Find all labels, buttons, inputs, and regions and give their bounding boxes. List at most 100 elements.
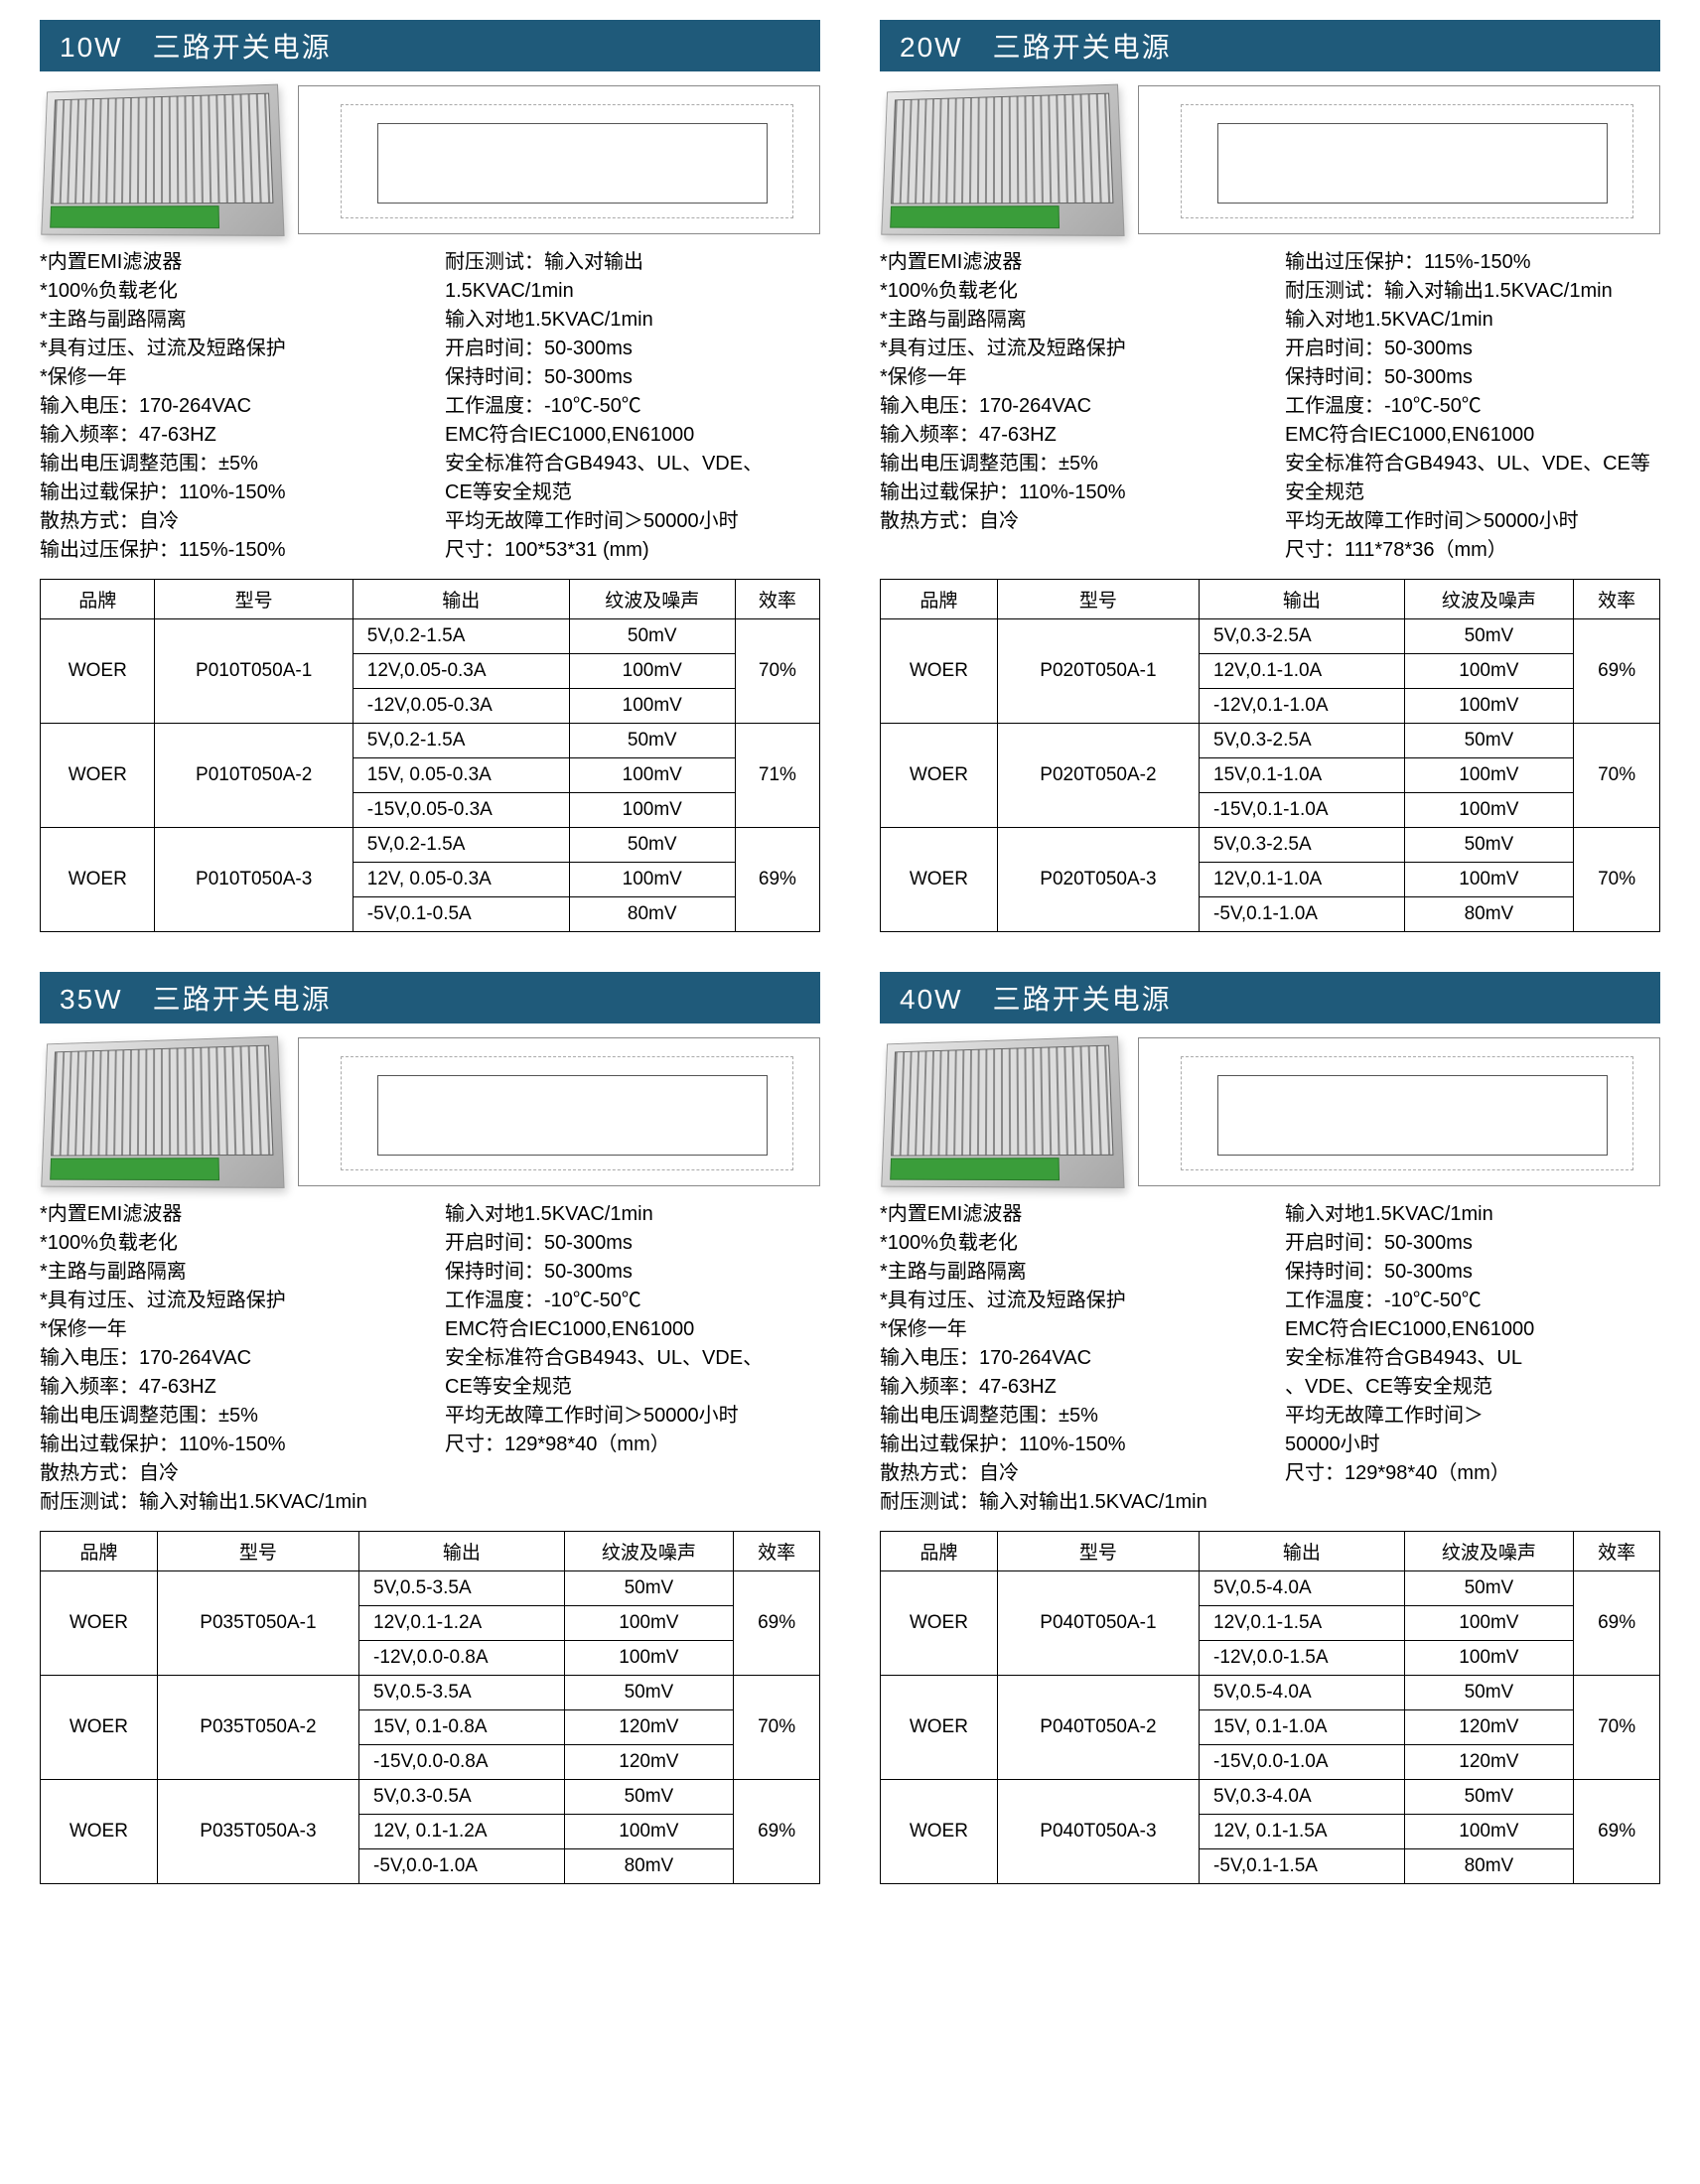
ripple-noise-cell: 100mV (564, 1641, 734, 1676)
output-cell: -15V,0.05-0.3A (353, 793, 569, 828)
spec-line: 保持时间：50-300ms (445, 1258, 820, 1287)
spec-line: 输入电压：170-264VAC (880, 392, 1255, 421)
output-cell: -15V,0.0-0.8A (359, 1745, 565, 1780)
technical-drawing (1138, 1037, 1660, 1186)
product-photo (41, 84, 284, 236)
output-cell: 12V, 0.1-1.5A (1200, 1815, 1405, 1849)
spec-line: 输出电压调整范围：±5% (40, 450, 415, 478)
ripple-noise-cell: 100mV (569, 689, 735, 724)
ripple-noise-cell: 100mV (1404, 793, 1574, 828)
model-cell: P035T050A-2 (157, 1676, 358, 1780)
spec-line: 工作温度：-10℃-50℃ (1285, 392, 1660, 421)
ripple-noise-cell: 100mV (569, 654, 735, 689)
specs-row: *内置EMI滤波器*100%负载老化*主路与副路隔离*具有过压、过流及短路保护*… (40, 1200, 820, 1517)
efficiency-cell: 69% (1574, 1571, 1660, 1676)
model-cell: P035T050A-1 (157, 1571, 358, 1676)
spec-line: *100%负载老化 (880, 1229, 1255, 1258)
spec-line: 50000小时 (1285, 1431, 1660, 1459)
ripple-noise-cell: 100mV (564, 1606, 734, 1641)
spec-line: 耐压测试：输入对输出1.5KVAC/1min (1285, 277, 1660, 306)
output-cell: 12V,0.05-0.3A (353, 654, 569, 689)
efficiency-cell: 69% (1574, 1780, 1660, 1884)
output-cell: 5V,0.5-3.5A (359, 1676, 565, 1710)
efficiency-cell: 70% (734, 1676, 820, 1780)
table-row: WOERP040T050A-15V,0.5-4.0A50mV69% (881, 1571, 1660, 1606)
output-cell: 12V,0.1-1.5A (1200, 1606, 1405, 1641)
spec-line: *100%负载老化 (40, 277, 415, 306)
spec-line: 散热方式：自冷 (880, 1459, 1255, 1488)
model-cell: P040T050A-1 (997, 1571, 1199, 1676)
output-cell: 12V, 0.05-0.3A (353, 863, 569, 897)
spec-line: 、VDE、CE等安全规范 (1285, 1373, 1660, 1402)
spec-line: 输入频率：47-63HZ (40, 1373, 415, 1402)
spec-line: 保持时间：50-300ms (1285, 1258, 1660, 1287)
specs-right: 输入对地1.5KVAC/1min开启时间：50-300ms保持时间：50-300… (1285, 1200, 1660, 1517)
table-header: 效率 (735, 580, 819, 619)
output-cell: 5V,0.5-4.0A (1200, 1676, 1405, 1710)
spec-line: EMC符合IEC1000,EN61000 (445, 1315, 820, 1344)
spec-line: 输入对地1.5KVAC/1min (445, 1200, 820, 1229)
specs-row: *内置EMI滤波器*100%负载老化*主路与副路隔离*具有过压、过流及短路保护*… (880, 1200, 1660, 1517)
efficiency-cell: 69% (1574, 619, 1660, 724)
output-cell: -5V,0.1-1.5A (1200, 1849, 1405, 1884)
spec-line: 输入电压：170-264VAC (40, 392, 415, 421)
specs-left: *内置EMI滤波器*100%负载老化*主路与副路隔离*具有过压、过流及短路保护*… (880, 248, 1255, 565)
spec-line: 输出过载保护：110%-150% (40, 478, 415, 507)
output-cell: -15V,0.1-1.0A (1200, 793, 1405, 828)
spec-line: EMC符合IEC1000,EN61000 (1285, 421, 1660, 450)
output-cell: 15V,0.1-1.0A (1200, 758, 1405, 793)
model-cell: P010T050A-1 (155, 619, 353, 724)
output-cell: -5V,0.0-1.0A (359, 1849, 565, 1884)
output-cell: -12V,0.0-1.5A (1200, 1641, 1405, 1676)
product-photo (881, 1036, 1124, 1188)
spec-line: 散热方式：自冷 (40, 507, 415, 536)
spec-line: 散热方式：自冷 (40, 1459, 415, 1488)
ripple-noise-cell: 100mV (1404, 689, 1574, 724)
output-cell: 5V,0.3-2.5A (1200, 724, 1405, 758)
brand-cell: WOER (881, 619, 998, 724)
output-cell: -5V,0.1-1.0A (1200, 897, 1405, 932)
brand-cell: WOER (41, 828, 155, 932)
spec-line: 尺寸：100*53*31 (mm) (445, 536, 820, 565)
model-cell: P035T050A-3 (157, 1780, 358, 1884)
model-cell: P020T050A-3 (997, 828, 1199, 932)
specs-right: 输出过压保护：115%-150%耐压测试：输入对输出1.5KVAC/1min输入… (1285, 248, 1660, 565)
table-header: 效率 (1574, 580, 1660, 619)
table-row: WOERP035T050A-35V,0.3-0.5A50mV69% (41, 1780, 820, 1815)
table-header: 输出 (1200, 1532, 1405, 1571)
output-cell: -5V,0.1-0.5A (353, 897, 569, 932)
efficiency-cell: 69% (734, 1780, 820, 1884)
section-title: 35W 三路开关电源 (40, 972, 820, 1024)
ripple-noise-cell: 50mV (569, 724, 735, 758)
ripple-noise-cell: 80mV (569, 897, 735, 932)
spec-line: 尺寸：129*98*40（mm） (445, 1431, 820, 1459)
spec-line: 保持时间：50-300ms (445, 363, 820, 392)
ripple-noise-cell: 80mV (1404, 897, 1574, 932)
output-cell: 5V,0.3-2.5A (1200, 828, 1405, 863)
spec-line: 输入对地1.5KVAC/1min (1285, 1200, 1660, 1229)
spec-line: 输入频率：47-63HZ (880, 421, 1255, 450)
table-header: 纹波及噪声 (1404, 580, 1574, 619)
ripple-noise-cell: 100mV (1404, 1815, 1574, 1849)
spec-line: *内置EMI滤波器 (40, 1200, 415, 1229)
spec-table: 品牌型号输出纹波及噪声效率WOERP040T050A-15V,0.5-4.0A5… (880, 1531, 1660, 1884)
spec-line: *保修一年 (880, 1315, 1255, 1344)
section-title: 40W 三路开关电源 (880, 972, 1660, 1024)
specs-row: *内置EMI滤波器*100%负载老化*主路与副路隔离*具有过压、过流及短路保护*… (880, 248, 1660, 565)
product-block: 20W 三路开关电源*内置EMI滤波器*100%负载老化*主路与副路隔离*具有过… (880, 20, 1660, 932)
spec-line: 输出过载保护：110%-150% (880, 1431, 1255, 1459)
ripple-noise-cell: 120mV (1404, 1710, 1574, 1745)
brand-cell: WOER (41, 1676, 158, 1780)
brand-cell: WOER (41, 1780, 158, 1884)
brand-cell: WOER (881, 828, 998, 932)
spec-line: *具有过压、过流及短路保护 (40, 335, 415, 363)
model-cell: P020T050A-2 (997, 724, 1199, 828)
spec-line: 耐压测试：输入对输出1.5KVAC/1min (880, 1488, 1255, 1517)
table-header: 纹波及噪声 (564, 1532, 734, 1571)
spec-line: CE等安全规范 (445, 478, 820, 507)
spec-line: 耐压测试：输入对输出 (445, 248, 820, 277)
ripple-noise-cell: 50mV (1404, 828, 1574, 863)
ripple-noise-cell: 120mV (564, 1710, 734, 1745)
output-cell: 12V, 0.1-1.2A (359, 1815, 565, 1849)
spec-line: 开启时间：50-300ms (445, 1229, 820, 1258)
